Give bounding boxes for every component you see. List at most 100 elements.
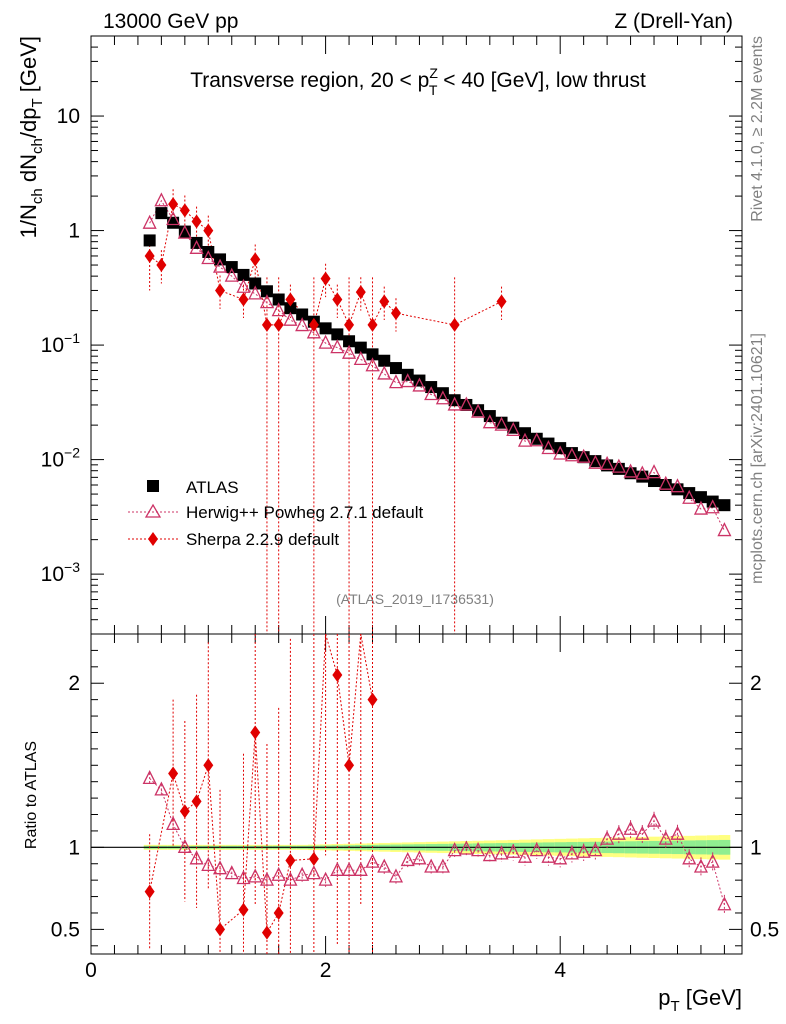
ratio-y-tick-label: 2 xyxy=(750,672,762,695)
herwig-point xyxy=(564,447,579,462)
herwig-point xyxy=(635,465,650,480)
herwig-point xyxy=(670,478,685,493)
herwig-point xyxy=(353,350,368,366)
herwig-ratio-point xyxy=(318,871,333,886)
herwig-point xyxy=(224,267,239,282)
main-title: Transverse region, 20 < pZ T < 40 [GeV], … xyxy=(190,65,646,98)
herwig-point xyxy=(412,377,427,392)
herwig-ratio-point xyxy=(224,865,239,880)
herwig-ratio-point xyxy=(471,842,486,857)
herwig-ratio-point xyxy=(248,868,263,883)
sherpa-point xyxy=(215,283,226,298)
herwig-ratio-point xyxy=(564,845,579,860)
herwig-ratio-point xyxy=(623,820,638,835)
atlas-point xyxy=(413,374,426,387)
atlas-point xyxy=(542,437,555,450)
herwig-point xyxy=(388,374,404,389)
atlas-point xyxy=(683,487,696,500)
sherpa-point xyxy=(144,248,155,263)
herwig-ratio-point xyxy=(600,830,615,845)
atlas-point xyxy=(366,348,379,361)
atlas-point xyxy=(577,451,590,464)
herwig-point xyxy=(212,258,228,273)
sherpa-ratio-point xyxy=(344,758,355,773)
sherpa-ratio-point xyxy=(285,853,296,868)
sherpa-point xyxy=(320,271,331,286)
atlas-point xyxy=(354,341,367,354)
herwig-ratio-line xyxy=(149,778,725,905)
herwig-point xyxy=(693,500,708,515)
sherpa-point xyxy=(156,258,167,273)
y-tick-label: 1 xyxy=(68,220,80,243)
herwig-ratio-point xyxy=(342,861,357,876)
herwig-point xyxy=(154,192,169,207)
sherpa-ratio-point xyxy=(273,905,284,920)
herwig-ratio-point xyxy=(166,815,181,831)
legend: ATLAS Herwig++ Powheg 2.7.1 default Sher… xyxy=(128,478,423,549)
ratio-plot-frame xyxy=(90,633,743,955)
herwig-point xyxy=(447,396,462,411)
atlas-point xyxy=(319,322,332,335)
sherpa-ratio-point xyxy=(238,902,249,917)
herwig-point xyxy=(201,250,216,265)
herwig-ratio-point xyxy=(541,848,556,863)
herwig-point xyxy=(283,311,298,326)
herwig-ratio-point xyxy=(705,853,720,868)
herwig-ratio-point xyxy=(658,830,673,845)
herwig-ratio-point xyxy=(388,868,404,883)
sherpa-ratio-point xyxy=(332,668,343,683)
herwig-ratio-point xyxy=(588,842,603,857)
herwig-point xyxy=(494,416,509,431)
herwig-ratio-point xyxy=(447,842,462,857)
herwig-ratio-point xyxy=(142,769,157,785)
sherpa-point xyxy=(168,197,179,212)
ratio-y-axis-label: Ratio to ATLAS xyxy=(23,741,40,849)
herwig-ratio-point xyxy=(635,825,650,840)
herwig-point xyxy=(330,339,345,354)
sherpa-point xyxy=(238,292,249,307)
herwig-point xyxy=(377,365,392,380)
herwig-point xyxy=(705,499,720,514)
main-y-axis-label: 1/Nch dNch/dpT [GeV] xyxy=(16,36,46,238)
x-tick-label: 2 xyxy=(320,959,332,982)
legend-sherpa-marker xyxy=(148,532,158,546)
x-tick-label: 0 xyxy=(85,959,97,982)
herwig-point xyxy=(142,214,157,229)
atlas-point xyxy=(331,328,344,341)
atlas-point xyxy=(284,302,297,315)
atlas-point xyxy=(225,261,238,274)
herwig-ratio-point xyxy=(506,843,521,858)
ratio-y-tick-label: 0.5 xyxy=(750,918,779,941)
atlas-point xyxy=(530,432,543,445)
herwig-ratio-point xyxy=(682,850,697,865)
sherpa-point xyxy=(191,214,202,229)
sherpa-point xyxy=(308,317,319,332)
atlas-point xyxy=(389,362,402,375)
herwig-point xyxy=(623,463,638,478)
herwig-ratio-point xyxy=(330,861,345,876)
ratio-y-tick-label: 2 xyxy=(68,672,80,695)
herwig-point xyxy=(658,475,673,490)
x-tick-label: 4 xyxy=(554,959,566,982)
herwig-ratio-point xyxy=(212,860,228,875)
herwig-ratio-point xyxy=(236,870,251,885)
legend-herwig-label: Herwig++ Powheg 2.7.1 default xyxy=(186,503,423,522)
legend-atlas-marker xyxy=(147,480,159,492)
ratio-y-tick-label: 1 xyxy=(68,836,80,859)
y-tick-label: 10−3 xyxy=(41,559,81,586)
sherpa-point xyxy=(367,317,378,332)
herwig-point xyxy=(553,445,568,460)
sherpa-ratio-point xyxy=(179,804,190,819)
sherpa-point xyxy=(179,203,190,218)
atlas-point xyxy=(589,455,602,468)
herwig-ratio-point xyxy=(424,858,439,873)
atlas-point xyxy=(155,207,168,220)
sherpa-ratio-point xyxy=(261,925,272,940)
herwig-ratio-point xyxy=(553,850,568,865)
sherpa-point xyxy=(261,317,272,332)
mcplots-label: mcplots.cern.ch [arXiv:2401.10621] xyxy=(749,333,766,584)
legend-herwig-marker xyxy=(144,503,162,518)
herwig-point xyxy=(365,357,380,372)
herwig-ratio-point xyxy=(435,858,450,873)
herwig-point xyxy=(236,278,251,293)
